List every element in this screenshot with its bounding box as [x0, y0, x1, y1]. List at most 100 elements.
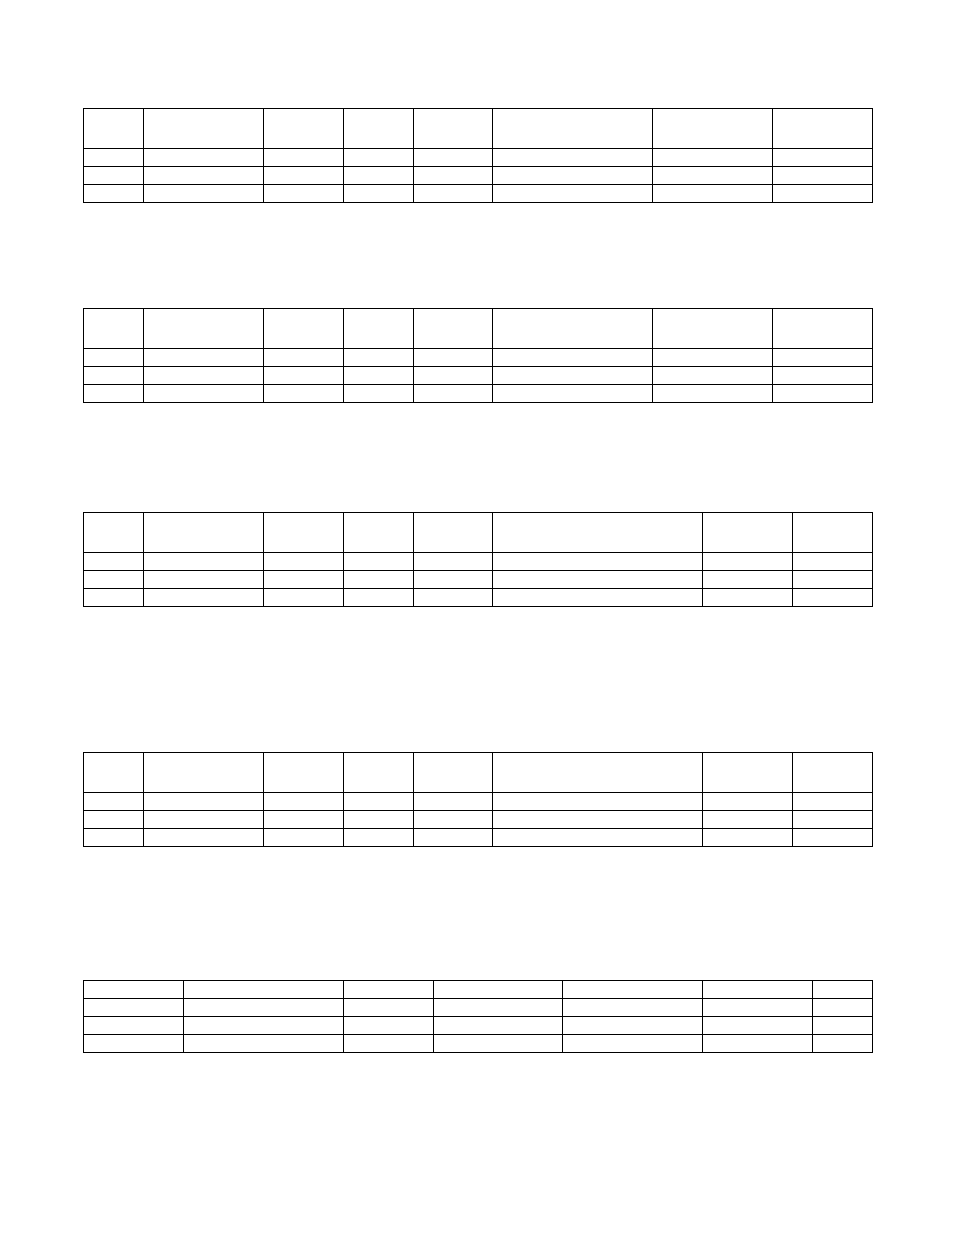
table-cell [703, 513, 793, 553]
table-cell [793, 753, 873, 793]
table-cell [703, 589, 793, 607]
table-cell [653, 149, 773, 167]
table-cell [263, 185, 343, 203]
table-cell [653, 309, 773, 349]
table-cell [84, 367, 144, 385]
table-row [84, 589, 873, 607]
table-cell [493, 367, 653, 385]
table-cell [773, 367, 873, 385]
table-cell [143, 167, 263, 185]
table-row [84, 367, 873, 385]
table-row [84, 999, 873, 1017]
table-cell [263, 829, 343, 847]
table-cell [84, 109, 144, 149]
table-cell [263, 309, 343, 349]
table-cell [263, 811, 343, 829]
table-cell [343, 793, 413, 811]
table-cell [773, 309, 873, 349]
table-row [84, 1017, 873, 1035]
table-cell [703, 1035, 813, 1053]
table-row [84, 793, 873, 811]
table-cell [703, 999, 813, 1017]
table-cell [263, 793, 343, 811]
table-cell [563, 981, 703, 999]
table-cell [493, 589, 703, 607]
table-cell [703, 981, 813, 999]
table-row [84, 349, 873, 367]
table-cell [84, 1017, 184, 1035]
table-cell [773, 167, 873, 185]
table-cell [433, 981, 563, 999]
table-cell [773, 109, 873, 149]
table-cell [793, 513, 873, 553]
table-cell [343, 167, 413, 185]
table-cell [813, 1017, 873, 1035]
table-cell [703, 829, 793, 847]
table-1 [83, 108, 873, 203]
table-row [84, 1035, 873, 1053]
table-row [84, 571, 873, 589]
table-row [84, 309, 873, 349]
table-cell [143, 349, 263, 367]
table-cell [413, 589, 493, 607]
table-3 [83, 512, 873, 607]
table-cell [343, 589, 413, 607]
table-cell [703, 553, 793, 571]
table-cell [433, 1017, 563, 1035]
table-cell [413, 149, 493, 167]
table-cell [493, 167, 653, 185]
table-cell [703, 571, 793, 589]
table-cell [143, 149, 263, 167]
table-cell [793, 829, 873, 847]
table-cell [493, 349, 653, 367]
table-cell [143, 829, 263, 847]
table-cell [84, 571, 144, 589]
table-cell [143, 811, 263, 829]
table-cell [183, 999, 343, 1017]
table-cell [493, 185, 653, 203]
table-cell [703, 753, 793, 793]
table-cell [263, 753, 343, 793]
table-cell [493, 109, 653, 149]
table-cell [653, 349, 773, 367]
table-cell [653, 367, 773, 385]
table-cell [143, 589, 263, 607]
table-cell [343, 811, 413, 829]
table-cell [653, 185, 773, 203]
table-row [84, 385, 873, 403]
table-cell [813, 981, 873, 999]
table-cell [413, 753, 493, 793]
table-cell [263, 571, 343, 589]
table-2 [83, 308, 873, 403]
table-row [84, 811, 873, 829]
table-cell [653, 167, 773, 185]
table-cell [263, 167, 343, 185]
table-cell [413, 167, 493, 185]
table-cell [343, 981, 433, 999]
table-row [84, 109, 873, 149]
table-cell [143, 571, 263, 589]
table-cell [413, 109, 493, 149]
table-row [84, 553, 873, 571]
table-cell [84, 589, 144, 607]
table-4 [83, 752, 873, 847]
table-cell [263, 149, 343, 167]
table-cell [413, 811, 493, 829]
table-cell [143, 385, 263, 403]
table-cell [183, 981, 343, 999]
table-cell [343, 753, 413, 793]
table-cell [263, 367, 343, 385]
table-cell [703, 811, 793, 829]
table-cell [84, 167, 144, 185]
table-cell [143, 109, 263, 149]
table-cell [653, 109, 773, 149]
table-cell [84, 793, 144, 811]
table-cell [84, 185, 144, 203]
table-cell [813, 999, 873, 1017]
table-cell [793, 589, 873, 607]
table-cell [433, 1035, 563, 1053]
table-cell [84, 753, 144, 793]
table-cell [263, 109, 343, 149]
table-cell [343, 367, 413, 385]
table-cell [563, 1017, 703, 1035]
